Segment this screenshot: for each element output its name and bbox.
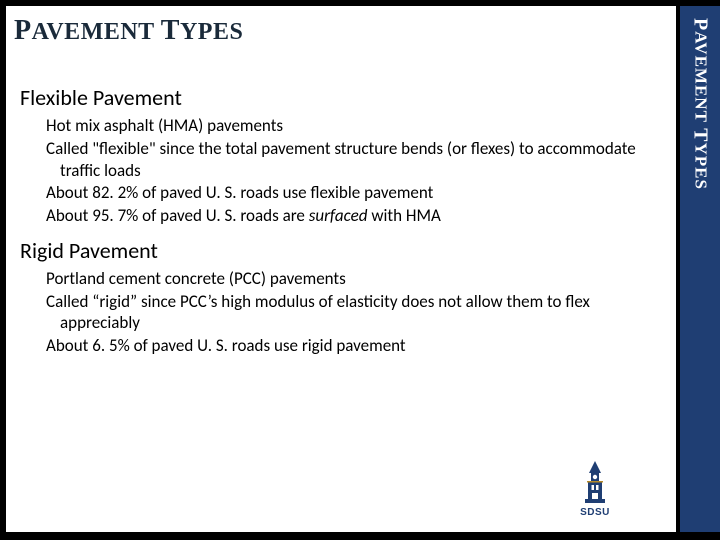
list-item: Hot mix asphalt (HMA) pavements bbox=[46, 115, 656, 137]
list-item: Portland cement concrete (PCC) pavements bbox=[46, 268, 656, 290]
side-word2-cap: T bbox=[690, 128, 712, 142]
tower-icon bbox=[575, 459, 615, 505]
title-word2-rest: YPES bbox=[180, 19, 243, 45]
side-word1-rest: AVEMENT bbox=[692, 31, 711, 123]
side-word2-rest: YPES bbox=[692, 143, 711, 190]
list-item: About 82. 2% of paved U. S. roads use fl… bbox=[46, 182, 656, 204]
title-word1-cap: P bbox=[14, 15, 32, 46]
list-item: Called "flexible" since the total paveme… bbox=[46, 138, 656, 182]
list-item-italic: surfaced bbox=[309, 205, 368, 226]
flexible-bullets: Hot mix asphalt (HMA) pavements Called "… bbox=[20, 115, 656, 227]
slide-title: PAVEMENT TYPES bbox=[14, 15, 243, 47]
title-word1-rest: AVEMENT bbox=[32, 19, 155, 45]
content-area: Flexible Pavement Hot mix asphalt (HMA) … bbox=[20, 76, 656, 367]
list-item: About 6. 5% of paved U. S. roads use rig… bbox=[46, 335, 656, 357]
list-item-text: About 95. 7% of paved U. S. roads are bbox=[46, 205, 309, 226]
logo-label: SDSU bbox=[568, 507, 622, 518]
section-heading-flexible: Flexible Pavement bbox=[20, 84, 656, 111]
list-item-text: with HMA bbox=[367, 205, 440, 226]
rigid-bullets: Portland cement concrete (PCC) pavements… bbox=[20, 268, 656, 357]
slide-body: PAVEMENT TYPES Flexible Pavement Hot mix… bbox=[6, 6, 676, 532]
list-item: Called “rigid” since PCC’s high modulus … bbox=[46, 291, 656, 335]
side-tab: PAVEMENT TYPES bbox=[680, 6, 720, 532]
side-tab-title: PAVEMENT TYPES bbox=[680, 18, 720, 190]
sdsu-logo: SDSU bbox=[568, 459, 622, 518]
side-word1-cap: P bbox=[690, 18, 712, 31]
title-bar: PAVEMENT TYPES bbox=[6, 6, 676, 56]
list-item: About 95. 7% of paved U. S. roads are su… bbox=[46, 205, 656, 227]
section-heading-rigid: Rigid Pavement bbox=[20, 237, 656, 264]
title-word2-cap: T bbox=[161, 15, 180, 46]
